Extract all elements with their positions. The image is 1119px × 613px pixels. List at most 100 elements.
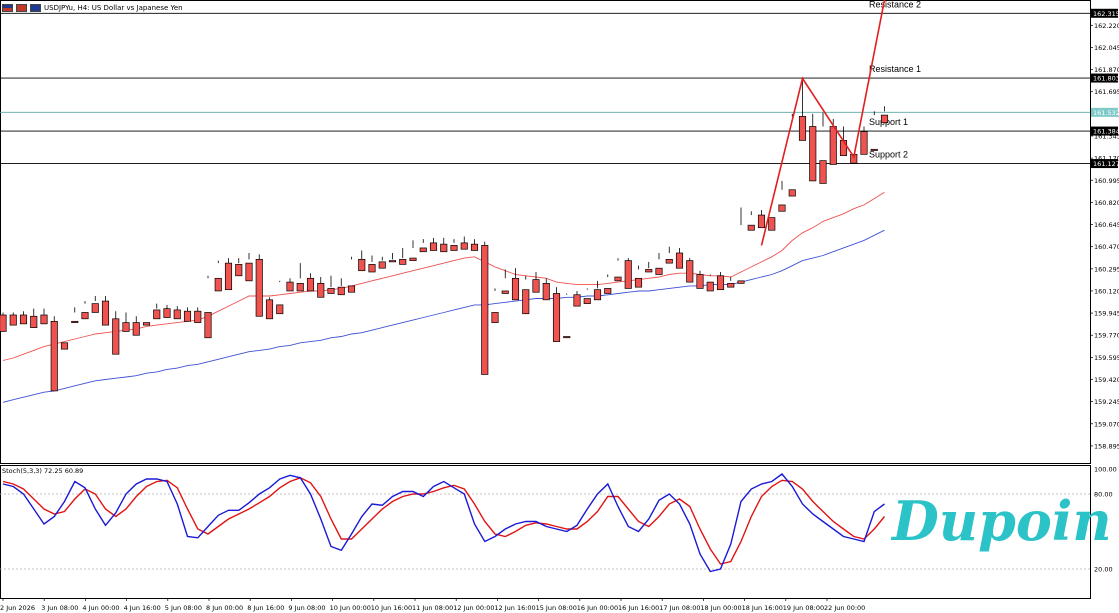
candle	[522, 275, 530, 315]
candle	[224, 258, 233, 291]
candle	[112, 311, 120, 355]
price-tick-label: 161.870	[1094, 66, 1119, 74]
candle	[491, 288, 499, 323]
candle	[593, 280, 602, 301]
candle	[255, 254, 263, 317]
candle-body	[501, 290, 509, 294]
current-price-tag-text: 161.532	[1093, 109, 1119, 117]
candle-body	[255, 258, 263, 317]
time-tick-label: 10 Jun 00:00	[330, 604, 371, 612]
candle	[563, 293, 571, 339]
candle-body	[737, 280, 745, 284]
candle-body	[60, 342, 69, 350]
candle-body	[552, 293, 561, 342]
candle-body	[235, 264, 243, 277]
candle-body	[450, 245, 458, 251]
candle	[91, 296, 99, 313]
candle-body	[706, 281, 714, 292]
candle	[183, 307, 192, 322]
candle-body	[645, 269, 653, 273]
candle	[347, 256, 356, 293]
candle-body	[542, 283, 550, 301]
stochastic-axis-label: 100.00	[1094, 466, 1117, 474]
candle	[204, 275, 212, 339]
candle	[624, 258, 632, 289]
price-tick-label: 159.770	[1094, 332, 1119, 340]
candle-body	[460, 242, 468, 250]
stochastic-pane-frame	[0, 465, 1091, 599]
price-tick-label: 160.995	[1094, 177, 1119, 185]
candle-body	[788, 189, 796, 197]
candle-body	[593, 289, 602, 301]
candle	[235, 258, 243, 277]
candle	[686, 258, 694, 283]
level-label: Support 2	[869, 150, 908, 160]
candle	[460, 236, 468, 250]
candle-body	[378, 261, 386, 269]
candle-body	[214, 277, 222, 292]
time-tick-label: 17 Jun 08:00	[659, 604, 700, 612]
time-tick-label: 16 Jun 16:00	[618, 604, 659, 612]
time-tick-label: 4 Jun 16:00	[124, 604, 161, 612]
price-tick-label: 162.045	[1094, 44, 1119, 52]
price-tick-label: 159.420	[1094, 376, 1119, 384]
price-tick-label: 160.645	[1094, 221, 1119, 229]
ma-slow-line	[2, 229, 885, 403]
price-tick-label: 159.945	[1094, 310, 1119, 318]
time-tick-label: 22 Jun 00:00	[824, 604, 865, 612]
candle-body	[286, 281, 294, 292]
candle	[757, 209, 766, 229]
stochastic-axis-label: 80.00	[1094, 491, 1113, 499]
candle	[327, 275, 335, 294]
candle	[511, 268, 520, 301]
time-tick-label: 19 Jun 08:00	[783, 604, 824, 612]
candle-body	[491, 312, 499, 323]
time-tick-label: 16 Jun 00:00	[577, 604, 618, 612]
price-tick-label: 160.295	[1094, 265, 1119, 273]
time-tick-label: 5 Jun 08:00	[165, 604, 202, 612]
candle-body	[122, 322, 130, 332]
candle-body	[768, 217, 776, 231]
candle-body	[347, 285, 356, 293]
candle	[768, 203, 776, 231]
candle	[716, 271, 725, 291]
candle	[173, 306, 181, 320]
time-tick-label: 18 Jun 16:00	[742, 604, 783, 612]
candle	[409, 240, 417, 261]
candle	[142, 322, 151, 326]
candle	[583, 288, 591, 304]
candle-body	[368, 264, 376, 273]
stochastic-k-line	[2, 473, 885, 573]
candle-body	[101, 300, 110, 326]
time-tick-label: 15 Jun 08:00	[536, 604, 577, 612]
time-tick-label: 2 Jun 2026	[0, 604, 35, 612]
candle	[276, 280, 284, 315]
candle-body	[112, 318, 120, 355]
candle	[163, 304, 171, 318]
candle	[306, 273, 315, 292]
candle	[30, 308, 38, 328]
candle-body	[409, 257, 417, 261]
candle	[245, 253, 253, 282]
price-tick-label: 158.895	[1094, 442, 1119, 450]
level-price-tag	[1091, 8, 1118, 18]
candle	[358, 250, 366, 272]
candle	[101, 296, 110, 326]
candle	[860, 126, 868, 155]
candle-body	[194, 310, 202, 323]
candle	[0, 312, 7, 332]
candle-body	[634, 277, 643, 288]
current-price-tag	[1091, 107, 1118, 117]
candle-body	[819, 160, 827, 184]
candle-body	[81, 312, 89, 320]
candle	[675, 247, 684, 269]
candle-body	[142, 322, 151, 326]
candle-body	[265, 299, 274, 320]
candle	[696, 270, 704, 289]
candle	[194, 307, 202, 323]
candle-body	[604, 288, 612, 294]
time-tick-label: 8 Jun 00:00	[206, 604, 243, 612]
stochastic-d-line	[2, 477, 886, 565]
candle	[19, 311, 28, 325]
